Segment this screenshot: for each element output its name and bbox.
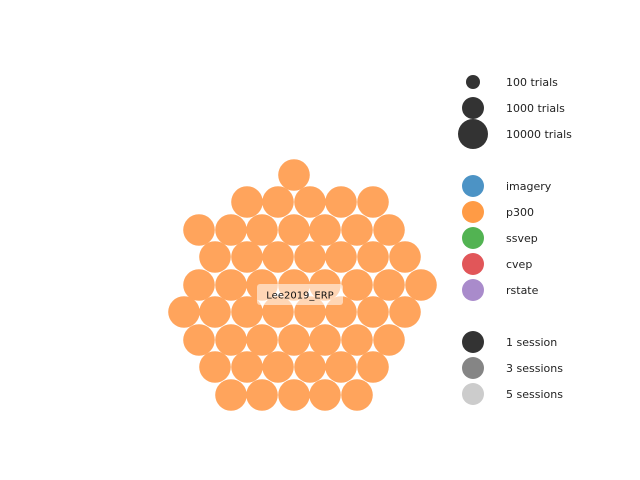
subject-bubble [325, 241, 357, 273]
subject-bubble [231, 296, 263, 328]
subject-bubble [246, 379, 278, 411]
legend-paradigm-label: ssvep [506, 232, 538, 245]
legend-paradigm-label: cvep [506, 258, 532, 271]
subject-bubble [278, 324, 310, 356]
dataset-bubbles [168, 159, 437, 411]
subject-bubble [215, 214, 247, 246]
legend-trials-marker [466, 75, 480, 89]
legend-paradigm-label: imagery [506, 180, 552, 193]
legend-sessions-marker [462, 357, 484, 379]
subject-bubble [278, 159, 310, 191]
legend-trials-label: 100 trials [506, 76, 558, 89]
legend-trials-label: 1000 trials [506, 102, 565, 115]
subject-bubble [246, 324, 278, 356]
subject-bubble [231, 186, 263, 218]
legend-sessions-marker [462, 383, 484, 405]
subject-bubble [341, 324, 373, 356]
subject-bubble [199, 351, 231, 383]
subject-bubble [341, 214, 373, 246]
legend-trials-marker [462, 97, 484, 119]
legend-sessions-label: 3 sessions [506, 362, 563, 375]
subject-bubble [278, 379, 310, 411]
subject-bubble [199, 296, 231, 328]
subject-bubble [373, 214, 405, 246]
subject-bubble [389, 296, 421, 328]
subject-bubble [341, 379, 373, 411]
subject-bubble [215, 269, 247, 301]
subject-bubble [278, 214, 310, 246]
subject-bubble [183, 269, 215, 301]
subject-bubble [183, 324, 215, 356]
legend-paradigm-marker [462, 253, 484, 275]
legend-paradigm-label: p300 [506, 206, 534, 219]
legend-sessions-marker [462, 331, 484, 353]
subject-bubble [357, 351, 389, 383]
subject-bubble [262, 186, 294, 218]
subject-bubble [373, 324, 405, 356]
subject-bubble [309, 324, 341, 356]
legend-paradigm-marker [462, 175, 484, 197]
subject-bubble [199, 241, 231, 273]
subject-bubble [373, 269, 405, 301]
subject-bubble [183, 214, 215, 246]
legend-trials-label: 10000 trials [506, 128, 572, 141]
dataset-label: Lee2019_ERP [266, 291, 333, 302]
subject-bubble [357, 186, 389, 218]
subject-bubble [294, 351, 326, 383]
subject-bubble [294, 241, 326, 273]
subject-bubble [231, 241, 263, 273]
dataset-label-group: Lee2019_ERP [257, 284, 343, 305]
legend-paradigm-label: rstate [506, 284, 539, 297]
subject-bubble [215, 324, 247, 356]
legend-paradigm-marker [462, 227, 484, 249]
subject-bubble [294, 186, 326, 218]
subject-bubble [231, 351, 263, 383]
subject-bubble [357, 296, 389, 328]
legend-paradigm-marker [462, 279, 484, 301]
dataset-label-box [257, 284, 343, 305]
subject-bubble [262, 351, 294, 383]
subject-bubble [389, 241, 421, 273]
subject-bubble [357, 241, 389, 273]
subject-bubble [262, 241, 294, 273]
subject-bubble [168, 296, 200, 328]
legend-sessions-label: 5 sessions [506, 388, 563, 401]
legend-sessions-label: 1 session [506, 336, 557, 349]
subject-bubble [405, 269, 437, 301]
legend-trials-marker [458, 119, 488, 149]
legend: 100 trials 1000 trials 10000 trials imagery… [458, 75, 572, 405]
subject-bubble [309, 214, 341, 246]
subject-bubble [215, 379, 247, 411]
legend-paradigm-marker [462, 201, 484, 223]
subject-bubble [341, 269, 373, 301]
subject-bubble [246, 214, 278, 246]
subject-bubble [325, 351, 357, 383]
subject-bubble [325, 186, 357, 218]
subject-bubble [309, 379, 341, 411]
